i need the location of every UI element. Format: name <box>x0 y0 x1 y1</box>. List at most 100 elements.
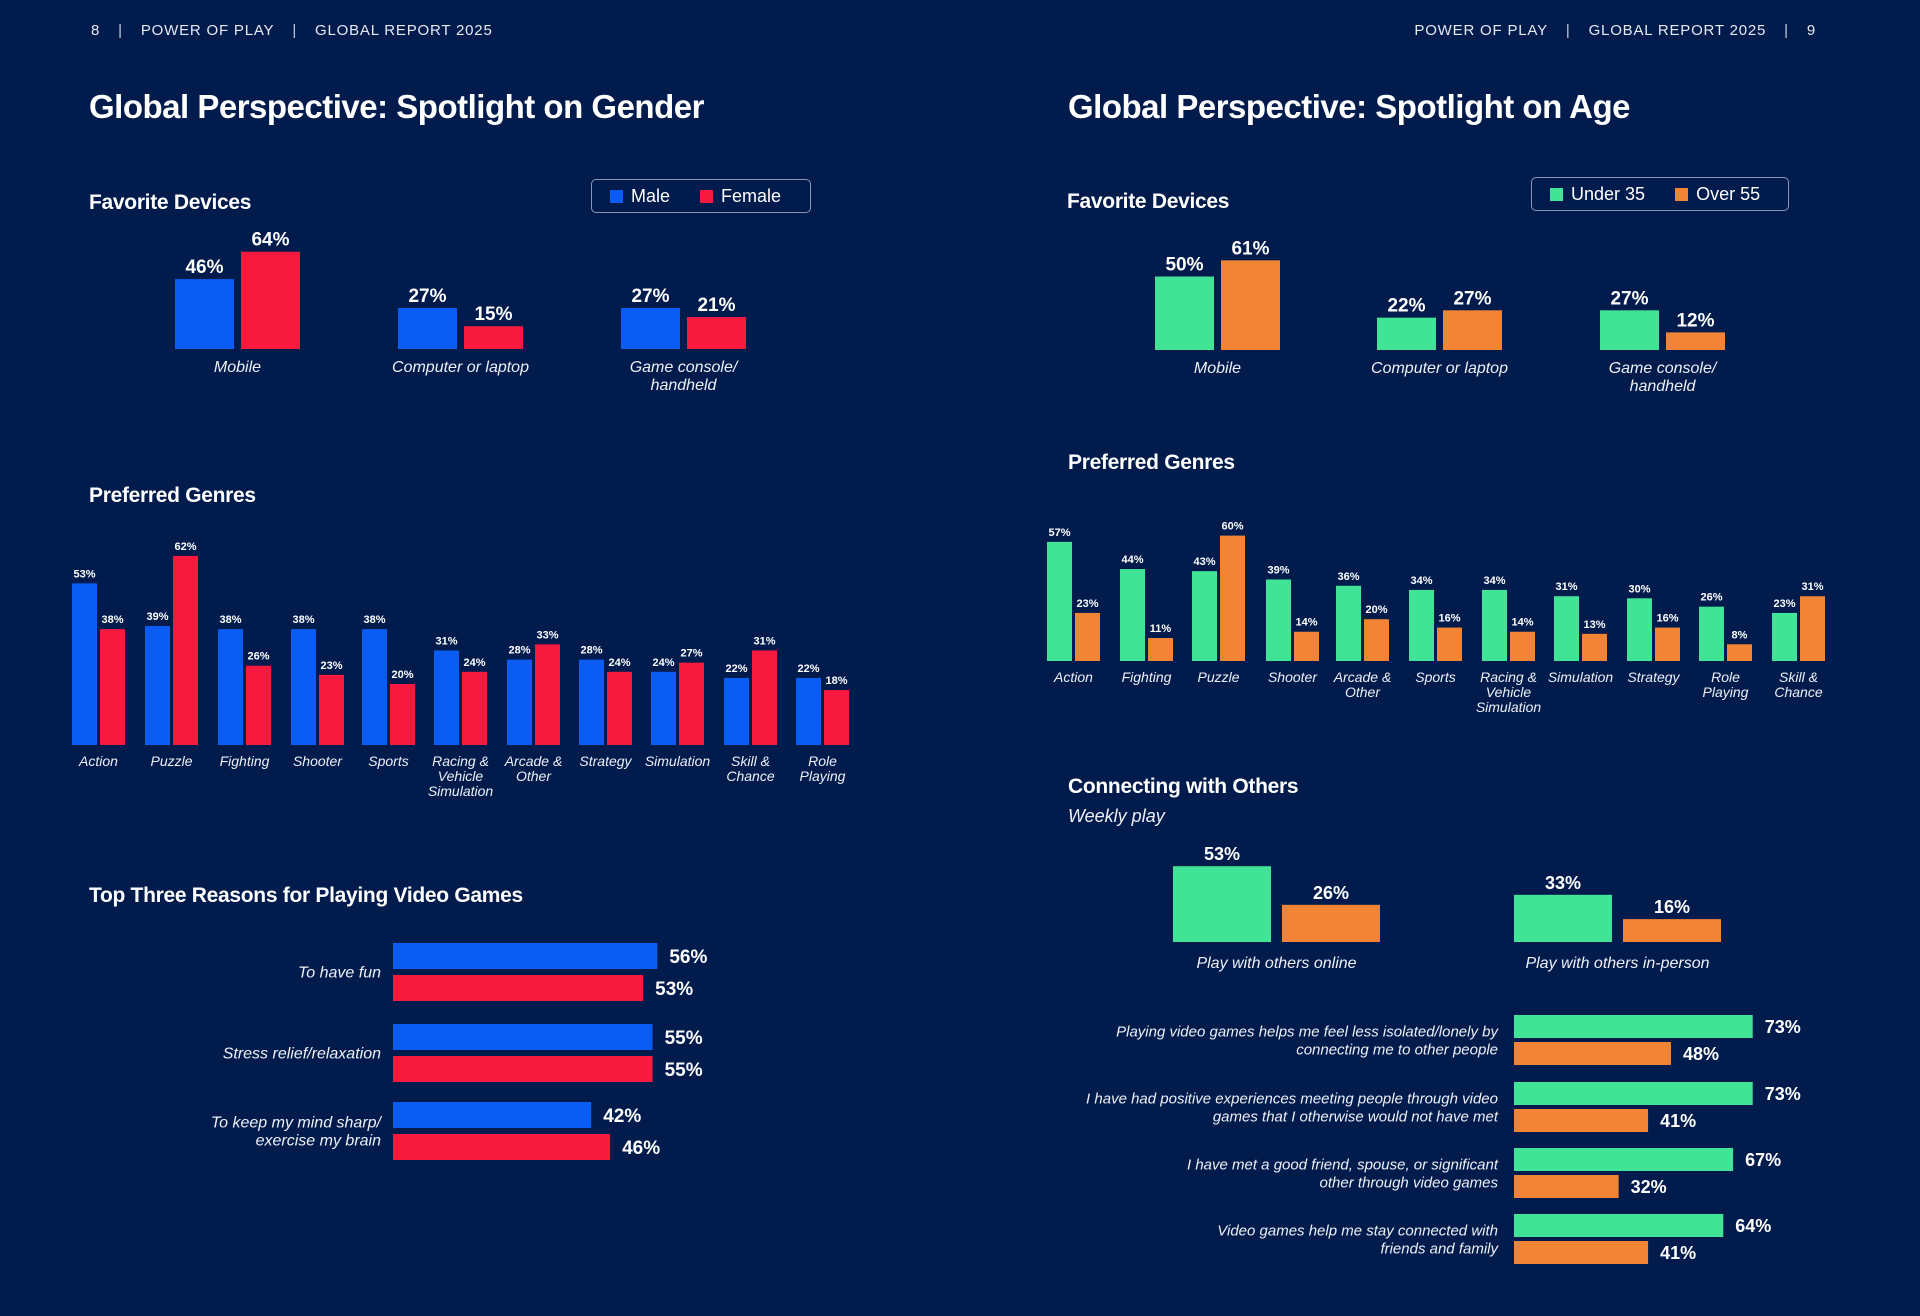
page-header-right: POWER OF PLAY | GLOBAL REPORT 2025 | 9 <box>1414 22 1816 39</box>
divider: | <box>1784 22 1789 39</box>
section-title-connecting: Connecting with Others <box>1068 775 1299 798</box>
legend-item-over-55: Over 55 <box>1675 184 1760 205</box>
legend-age: Under 35 Over 55 <box>1531 177 1789 211</box>
data-label: 15% <box>474 304 512 325</box>
section-title-reasons: Top Three Reasons for Playing Video Game… <box>89 884 523 907</box>
category-label: Stress relief/relaxation <box>223 1046 381 1063</box>
bar-over-55 <box>1443 310 1502 350</box>
bar-over-55 <box>1655 627 1680 661</box>
data-label: 62% <box>174 541 196 553</box>
category-label: Sports <box>368 753 408 769</box>
category-label: Sports <box>1415 669 1455 685</box>
bar-male <box>398 307 457 349</box>
category-label: I have had positive experiences meeting … <box>1086 1090 1499 1125</box>
data-label: 31% <box>435 635 457 647</box>
bar-female <box>173 555 198 745</box>
bar-under-35 <box>1173 866 1271 942</box>
data-label: 57% <box>1048 527 1070 539</box>
data-label: 27% <box>1610 288 1648 309</box>
bar-female <box>462 671 487 745</box>
data-label: 23% <box>1773 598 1795 610</box>
page-title-gender: Global Perspective: Spotlight on Gender <box>89 88 704 125</box>
data-label: 22% <box>725 663 747 675</box>
data-label: 33% <box>536 629 558 641</box>
bar-male <box>218 629 243 745</box>
data-label: 14% <box>1511 617 1533 629</box>
bar-male <box>724 677 749 745</box>
bar-over-55 <box>1148 638 1173 661</box>
category-label: Role Playing <box>800 753 846 784</box>
category-label: Computer or laptop <box>1371 360 1508 377</box>
category-label: Simulation <box>645 753 711 769</box>
legend-label: Over 55 <box>1696 183 1761 204</box>
legend-label: Under 35 <box>1571 183 1646 204</box>
bar-under-35 <box>1772 612 1797 661</box>
bar-under-35 <box>1192 571 1217 661</box>
bar-male <box>393 1024 653 1050</box>
data-label: 31% <box>753 635 775 647</box>
category-label: Game console/handheld <box>630 359 739 394</box>
bar-under-35 <box>1627 598 1652 661</box>
bar-under-35 <box>1554 596 1579 661</box>
bar-over-55 <box>1727 644 1752 661</box>
bar-female <box>687 317 746 349</box>
category-label: Strategy <box>579 753 632 769</box>
bar-under-35 <box>1047 541 1072 661</box>
divider: | <box>292 22 298 39</box>
bar-male <box>362 629 387 745</box>
data-label: 32% <box>1631 1177 1667 1197</box>
category-label: Action <box>1053 669 1093 685</box>
data-label: 43% <box>1193 556 1215 568</box>
data-label: 61% <box>1231 238 1269 259</box>
category-label: Video games help me stay connected with f… <box>1217 1222 1499 1257</box>
divider: | <box>1565 22 1571 39</box>
data-label: 26% <box>247 651 269 663</box>
bar-female <box>390 684 415 745</box>
data-label: 64% <box>251 230 289 251</box>
data-label: 31% <box>1555 581 1577 593</box>
data-label: 13% <box>1583 619 1605 631</box>
data-label: 18% <box>825 675 847 687</box>
data-label: 16% <box>1438 613 1460 625</box>
bar-male <box>434 650 459 745</box>
data-label: 28% <box>508 645 530 657</box>
report-label: GLOBAL REPORT 2025 <box>315 22 493 39</box>
data-label: 73% <box>1765 1084 1801 1104</box>
bar-female <box>241 251 300 349</box>
data-label: 16% <box>1656 613 1678 625</box>
data-label: 39% <box>146 611 168 623</box>
section-title-devices-age: Favorite Devices <box>1067 190 1230 213</box>
data-label: 46% <box>185 257 223 278</box>
data-label: 22% <box>797 663 819 675</box>
bar-under-35 <box>1514 894 1612 942</box>
category-label: I have met a good friend, spouse, or sig… <box>1187 1156 1499 1191</box>
bar-female <box>679 662 704 745</box>
data-label: 26% <box>1700 592 1722 604</box>
category-label: Skill & Chance <box>726 753 774 784</box>
data-label: 23% <box>320 660 342 672</box>
bar-female <box>246 665 271 745</box>
bar-under-35 <box>1155 276 1214 350</box>
data-label: 73% <box>1765 1017 1801 1037</box>
category-label: Play with others online <box>1196 955 1356 972</box>
data-label: 24% <box>463 657 485 669</box>
data-label: 50% <box>1165 255 1203 276</box>
page-number: 8 <box>91 22 101 39</box>
category-label: To have fun <box>298 965 381 982</box>
bar-female <box>824 690 849 745</box>
section-subtitle-weekly-play: Weekly play <box>1068 806 1165 826</box>
category-label: To keep my mind sharp/exercise my brain <box>211 1115 383 1150</box>
data-label: 20% <box>1365 604 1387 616</box>
legend-item-female: Female <box>700 186 781 207</box>
bar-male <box>393 1102 592 1128</box>
bar-over-55 <box>1075 612 1100 661</box>
bar-over-55 <box>1282 904 1380 942</box>
bar-over-55 <box>1364 619 1389 661</box>
bar-over-55 <box>1514 1042 1671 1065</box>
category-label: Shooter <box>1268 669 1318 685</box>
category-label: Role Playing <box>1703 669 1749 700</box>
bar-under-35 <box>1514 1082 1753 1105</box>
data-label: 24% <box>608 657 630 669</box>
data-label: 24% <box>652 657 674 669</box>
data-label: 38% <box>292 614 314 626</box>
